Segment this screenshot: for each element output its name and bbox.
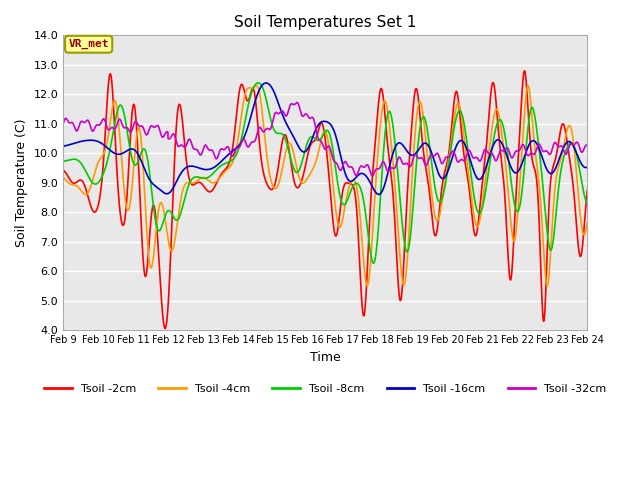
Tsoil -2cm	[517, 111, 525, 117]
Tsoil -8cm	[584, 200, 591, 206]
Tsoil -32cm	[573, 140, 581, 145]
Tsoil -2cm	[150, 203, 158, 209]
Tsoil -16cm	[119, 150, 127, 156]
Tsoil -8cm	[60, 158, 67, 164]
Tsoil -4cm	[60, 174, 67, 180]
Line: Tsoil -4cm: Tsoil -4cm	[63, 85, 588, 286]
Tsoil -4cm	[252, 83, 260, 88]
Tsoil -8cm	[254, 80, 262, 86]
Tsoil -16cm	[262, 80, 270, 86]
Tsoil -32cm	[260, 129, 268, 134]
Tsoil -2cm	[584, 187, 591, 193]
Tsoil -2cm	[260, 174, 268, 180]
Tsoil -8cm	[260, 90, 268, 96]
Tsoil -8cm	[284, 142, 291, 147]
Tsoil -32cm	[353, 173, 360, 179]
Tsoil -8cm	[517, 196, 525, 202]
Tsoil -16cm	[284, 122, 291, 128]
Tsoil -16cm	[584, 164, 591, 170]
Tsoil -32cm	[293, 100, 301, 106]
Y-axis label: Soil Temperature (C): Soil Temperature (C)	[15, 119, 28, 247]
Tsoil -2cm	[573, 234, 581, 240]
Tsoil -32cm	[517, 144, 525, 150]
Tsoil -32cm	[584, 143, 591, 148]
Tsoil -2cm	[60, 167, 67, 173]
Tsoil -2cm	[284, 136, 291, 142]
Tsoil -4cm	[543, 283, 551, 289]
Tsoil -4cm	[150, 249, 158, 254]
Tsoil -8cm	[573, 155, 581, 161]
Tsoil -4cm	[584, 219, 591, 225]
Tsoil -4cm	[260, 130, 268, 136]
Line: Tsoil -32cm: Tsoil -32cm	[63, 103, 588, 176]
Title: Soil Temperatures Set 1: Soil Temperatures Set 1	[234, 15, 417, 30]
Tsoil -16cm	[517, 163, 525, 169]
Tsoil -16cm	[150, 182, 158, 188]
Tsoil -16cm	[60, 144, 67, 149]
Tsoil -8cm	[369, 260, 377, 266]
Tsoil -8cm	[150, 208, 158, 214]
Tsoil -32cm	[283, 112, 291, 118]
Text: VR_met: VR_met	[68, 39, 109, 49]
Tsoil -16cm	[260, 81, 268, 86]
Tsoil -4cm	[119, 174, 127, 180]
Tsoil -4cm	[573, 181, 581, 187]
Line: Tsoil -2cm: Tsoil -2cm	[63, 71, 588, 329]
Legend: Tsoil -2cm, Tsoil -4cm, Tsoil -8cm, Tsoil -16cm, Tsoil -32cm: Tsoil -2cm, Tsoil -4cm, Tsoil -8cm, Tsoi…	[40, 379, 611, 398]
Tsoil -4cm	[517, 166, 525, 172]
X-axis label: Time: Time	[310, 350, 340, 363]
Tsoil -32cm	[150, 124, 158, 130]
Tsoil -2cm	[520, 68, 528, 73]
Tsoil -4cm	[284, 144, 291, 150]
Line: Tsoil -16cm: Tsoil -16cm	[63, 83, 588, 194]
Tsoil -32cm	[119, 123, 127, 129]
Tsoil -16cm	[375, 192, 383, 197]
Tsoil -2cm	[161, 326, 169, 332]
Tsoil -32cm	[60, 121, 67, 127]
Tsoil -8cm	[119, 107, 127, 112]
Tsoil -16cm	[573, 153, 581, 158]
Line: Tsoil -8cm: Tsoil -8cm	[63, 83, 588, 263]
Tsoil -2cm	[119, 223, 127, 228]
